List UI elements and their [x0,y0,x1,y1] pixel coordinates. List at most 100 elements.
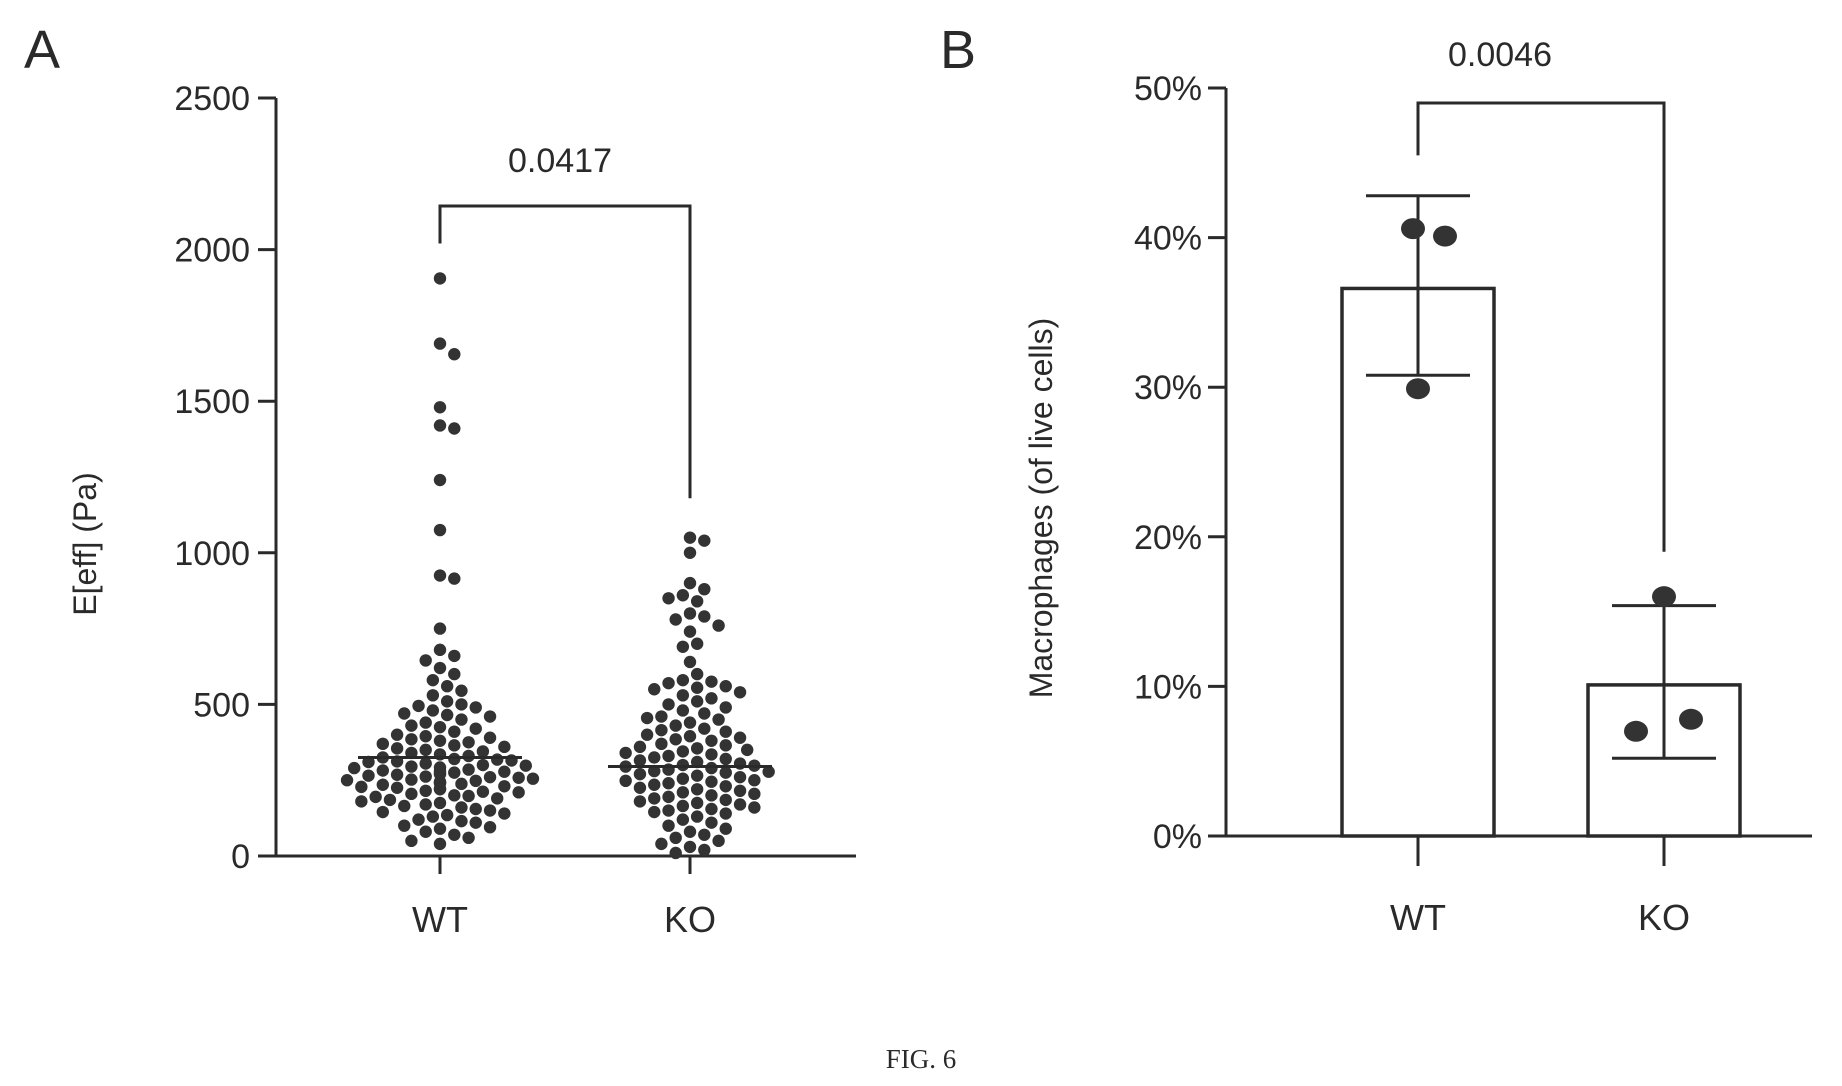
panel-a-data-point [683,716,697,729]
panel-a-data-point [405,733,418,746]
panel-a-data-point [705,692,718,705]
panel-a-data-point [383,793,397,807]
panel-a-medians [358,755,772,769]
panel-a-data-point [340,774,354,787]
panel-a-data-point [698,722,711,735]
panel-a-data-point [705,734,718,747]
panel-a-data-point [390,728,404,741]
panel-a-data-point [433,734,447,747]
panel-a-data-point [469,774,482,788]
panel-a-data-point [476,758,490,772]
panel-a-data-point [655,837,668,851]
panel-a-data-point [376,764,389,777]
panel-a-data-point [690,769,704,782]
panel-a-data-point [433,337,447,350]
panel-a-data-point [455,801,468,814]
panel-a-data-point [433,523,447,537]
panel-a-data-point [412,813,425,826]
panel-a-data-point [748,774,761,787]
panel-a-data-point [498,765,511,778]
panel-a-data-point [419,654,432,667]
panel-a-data-point [498,740,511,754]
panel-b-y-axis-label: Macrophages (of live cells) [1023,318,1059,699]
panel-a-data-point [719,752,732,766]
panel-a-data-point [448,739,461,752]
panel-a-data-point [455,684,468,697]
panel-a-data-point [462,831,475,845]
panel-b-y-tick-label: 30% [1134,369,1202,407]
panel-a-data-point [690,796,704,810]
panel-a-data-point [683,825,697,838]
panel-a-data-point [469,816,482,829]
panel-a-data-point [433,720,447,734]
panel-a-y-ticks: 0 500 1000 1500 2000 2500 [174,80,276,876]
panel-a-data-point [705,775,718,788]
panel-a-data-point [690,595,704,608]
panel-a-data-point [676,589,690,602]
panel-a-data-point [683,531,697,544]
panel-a-data-point [483,804,497,817]
panel-a-data-point [398,819,411,832]
panel-a-data-point [433,419,447,432]
panel-a-data-point [405,719,418,732]
panel-a-data-point [619,774,632,788]
panel-a-data-point [448,667,461,681]
panel-a-data-point [662,749,675,763]
panel-a-data-point [676,673,690,687]
panel-a-data-point [526,772,540,785]
panel-a-data-point [469,802,482,816]
panel-b-data-point [1624,720,1648,742]
panel-a-data-point [683,607,697,620]
panel-a-data-point [469,701,482,714]
panel-a-data-point [705,748,718,761]
figure-caption: FIG. 6 [886,1044,957,1074]
panel-a-data-point [662,790,675,804]
panel-a-data-point [455,777,468,791]
panel-b-data-point [1433,225,1457,247]
panel-a-data-point [483,770,497,784]
panel-a-data-point [440,695,454,708]
panel-a-data-point [433,796,447,810]
panel-a-data-point [376,737,389,751]
panel-a-data-point [448,752,461,766]
panel-a-y-tick-label: 1000 [174,535,250,573]
panel-a-data-point [676,786,690,799]
panel-a-data-point [648,805,661,819]
panel-a-data-point [448,649,461,663]
panel-a-data-point [419,716,432,729]
panel-b-y-tick-label: 40% [1134,220,1202,258]
panel-a-data-point [440,808,454,822]
panel-a-data-point [369,790,382,804]
panel-a-data-point [741,743,754,757]
panel-a-data-point [412,699,425,713]
panel-a-letter: A [24,20,60,80]
panel-a-data-point [683,576,697,590]
panel-a-data-point [355,795,368,808]
panel-b-y-tick-label: 20% [1134,519,1202,557]
panel-a-data-point [448,422,461,435]
panel-a-data-point [762,765,775,778]
panel-a-data-point [676,813,690,826]
panel-a-data-point [669,846,682,860]
panel-a-data-point [669,613,682,626]
panel-a-data-point [448,348,461,361]
panel-a-data-point [419,784,432,798]
panel-a-data-point [640,711,654,725]
panel-a-data-point [433,837,447,851]
panel-a-data-point [690,742,704,755]
panel-b-chart: B Macrophages (of live cells) 0% 10% 20% 30… [940,20,1812,938]
panel-a-data-point [619,746,632,760]
panel-a-significance-bracket [438,204,692,499]
panel-a-data-point [698,534,711,547]
panel-a-data-point [426,673,440,687]
panel-a-data-point [476,745,490,758]
panel-a-data-point [698,610,711,623]
panel-a-data-point [712,713,725,726]
panel-a-data-point [733,731,747,744]
panel-a-data-point [405,787,418,801]
panel-b-y-tick-label: 50% [1134,70,1202,108]
panel-a-data-point [683,546,697,559]
panel-a-data-point [462,736,475,749]
panel-a-data-point [498,780,511,793]
